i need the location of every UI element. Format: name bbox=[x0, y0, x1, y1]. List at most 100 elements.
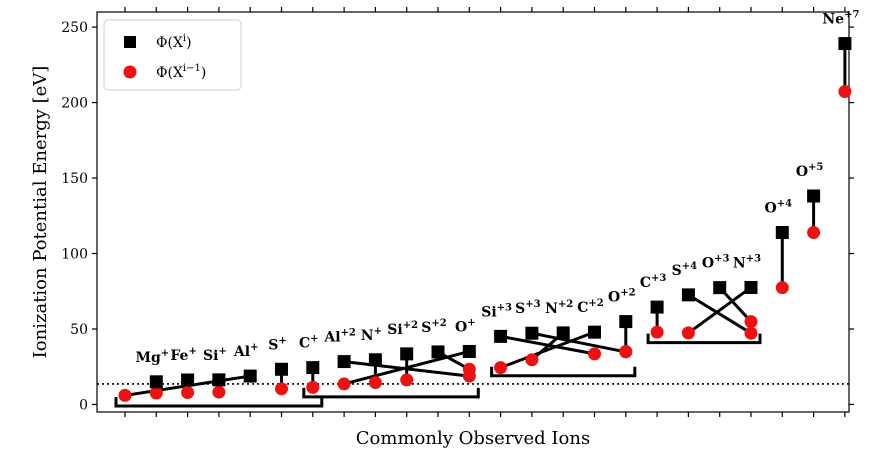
ion-label-charge: +2 bbox=[341, 328, 356, 339]
ion-label-charge: +3 bbox=[497, 302, 512, 313]
legend-entry-phi-i-base: Φ(X bbox=[156, 35, 183, 51]
prev-potential-point bbox=[400, 373, 414, 387]
prev-potential-point bbox=[838, 85, 852, 99]
prev-potential-point bbox=[306, 380, 320, 394]
ion-label: O+ bbox=[455, 317, 476, 335]
prev-potential-point bbox=[337, 377, 351, 391]
ion-label-base: Si bbox=[203, 348, 218, 364]
legend-entry-phi-prev-sup: i−1 bbox=[183, 63, 201, 74]
potential-point bbox=[462, 344, 476, 358]
ion-label-base: C bbox=[577, 300, 588, 316]
legend-entry-phi-i-close: ) bbox=[186, 35, 191, 51]
y-tick-label: 0 bbox=[79, 397, 88, 413]
legend-circle-marker bbox=[123, 65, 137, 79]
ion-label: Fe+ bbox=[170, 346, 196, 364]
group-bracket bbox=[302, 387, 480, 399]
prev-potential-point bbox=[588, 347, 601, 361]
ion-label-base: Ne bbox=[822, 12, 844, 28]
ion-label-base: S bbox=[268, 337, 278, 353]
potential-point bbox=[838, 37, 852, 51]
prev-potential-point bbox=[462, 362, 476, 376]
legend-box bbox=[103, 19, 242, 91]
ion-label: N+2 bbox=[545, 299, 573, 317]
ion-label-charge: +2 bbox=[431, 318, 446, 329]
ion-label-charge: + bbox=[374, 326, 382, 337]
y-tick-label: 250 bbox=[61, 20, 88, 36]
group-bracket bbox=[646, 333, 762, 345]
ion-label-base: S bbox=[421, 320, 431, 336]
ion-label: N+ bbox=[361, 326, 382, 344]
connector-line bbox=[687, 286, 752, 335]
potential-point bbox=[181, 373, 195, 387]
ion-label-base: Al bbox=[323, 330, 340, 346]
ion-label: N+3 bbox=[733, 253, 761, 271]
ion-label-base: C bbox=[299, 336, 310, 352]
y-tick-label: 100 bbox=[61, 247, 88, 263]
potential-markers bbox=[149, 37, 852, 389]
ion-label-charge: +3 bbox=[651, 273, 666, 284]
ion-label-base: Mg bbox=[135, 350, 160, 366]
ion-label-base: O bbox=[765, 201, 777, 217]
potential-point bbox=[494, 329, 508, 343]
potential-point bbox=[431, 345, 445, 359]
ion-label-base: O bbox=[455, 319, 467, 335]
legend-entry-phi-prev: Φ(Xi−1) bbox=[156, 63, 206, 81]
x-axis-ticks bbox=[124, 7, 846, 417]
ion-label-base: O bbox=[796, 164, 808, 180]
prev-potential-markers bbox=[118, 85, 852, 402]
ion-label: Ne+7 bbox=[822, 10, 859, 28]
connector-line bbox=[500, 330, 596, 370]
prev-potential-point bbox=[525, 353, 539, 367]
potential-point bbox=[650, 300, 664, 314]
prev-potential-point bbox=[681, 326, 695, 340]
connector-line bbox=[531, 331, 627, 354]
ion-label-charge: +2 bbox=[620, 288, 635, 299]
ion-label: Si+ bbox=[203, 346, 227, 364]
ion-label-charge: + bbox=[218, 346, 226, 357]
prev-potential-point bbox=[744, 315, 758, 329]
ion-label: S+ bbox=[268, 335, 287, 353]
ion-label-base: N bbox=[733, 255, 746, 271]
prev-potential-point bbox=[619, 344, 633, 358]
ion-label-charge: +3 bbox=[746, 253, 761, 264]
ion-label-base: S bbox=[672, 263, 682, 279]
group-bracket bbox=[114, 396, 324, 408]
potential-point bbox=[306, 361, 320, 375]
ion-label: C+3 bbox=[640, 273, 667, 291]
prev-potential-point bbox=[744, 326, 758, 340]
ion-label-base: C bbox=[640, 275, 651, 291]
prev-potential-point bbox=[149, 386, 163, 400]
potential-point bbox=[337, 355, 351, 369]
ion-label-base: Fe bbox=[170, 348, 188, 364]
prev-potential-point bbox=[775, 281, 789, 295]
y-axis-ticks: 0 50 100 150 200 250 bbox=[61, 20, 854, 413]
ion-label-base: Al bbox=[233, 344, 250, 360]
potential-point bbox=[149, 375, 163, 389]
prev-potential-point bbox=[807, 226, 821, 240]
prev-potential-point bbox=[118, 388, 132, 402]
potential-point bbox=[619, 315, 633, 329]
ion-label-base: O bbox=[608, 290, 620, 306]
ion-label-charge: +7 bbox=[844, 10, 859, 21]
ion-label-charge: +4 bbox=[777, 199, 792, 210]
potential-point bbox=[681, 288, 695, 302]
ion-label-charge: + bbox=[250, 342, 258, 353]
ion-label: O+4 bbox=[765, 199, 793, 217]
potential-point bbox=[525, 326, 539, 340]
y-tick-label: 150 bbox=[61, 171, 88, 187]
ion-label: O+3 bbox=[702, 254, 730, 272]
ion-label-charge: + bbox=[310, 334, 318, 345]
ion-label: Mg+ bbox=[135, 348, 169, 366]
ion-label: Si+2 bbox=[387, 320, 418, 338]
ion-label-charge: +2 bbox=[558, 299, 573, 310]
potential-point bbox=[212, 373, 226, 387]
ion-label-charge: +3 bbox=[525, 299, 540, 310]
ion-labels: Mg+ Fe+ Si+ Al+ S+ C+ Al+2 N+ Si+2 S+2 O+Si+3 S+3 N+… bbox=[135, 10, 859, 366]
potential-point bbox=[588, 325, 601, 339]
ion-label: C+2 bbox=[577, 298, 604, 316]
ion-label: O+5 bbox=[796, 162, 824, 180]
legend-entry-phi-prev-base: Φ(X bbox=[156, 65, 183, 81]
ion-label-base: S bbox=[515, 301, 525, 317]
prev-potential-point bbox=[275, 382, 288, 396]
